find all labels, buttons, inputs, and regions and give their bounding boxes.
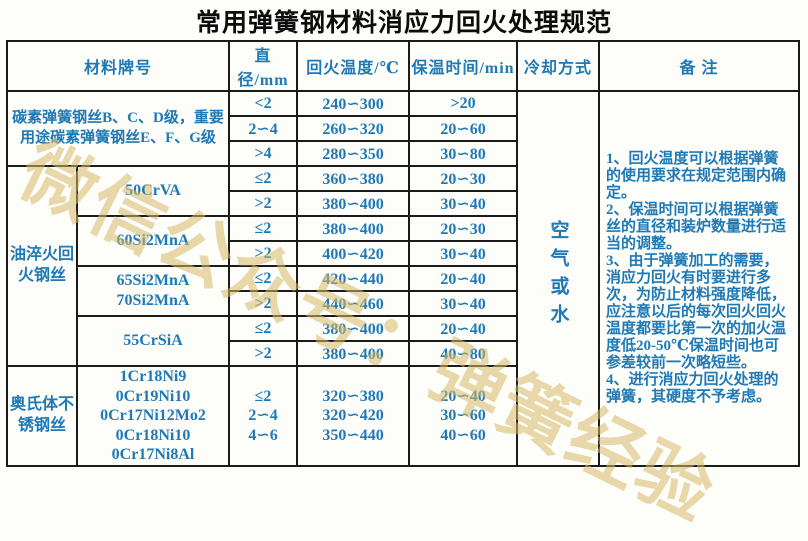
diameter-line: 2∽4: [248, 407, 278, 425]
table-row: 碳素弹簧钢丝B、C、D级，重要用途碳素弹簧钢丝E、F、G级 <2 240∽300…: [5, 90, 801, 467]
header-holding-time: 保温时间/min: [408, 40, 519, 92]
temperature-cell: 420∽440: [296, 265, 411, 292]
material-name-line: 1Cr18Ni9: [119, 368, 187, 385]
time-line: 30∽60: [440, 407, 486, 425]
diameter-line: 4∽6: [248, 426, 278, 444]
time-cell: 20∽60: [408, 115, 519, 142]
material-name-cell: 60Si2MnA: [75, 215, 231, 267]
material-name-line: 0Cr17Ni12Mo2: [100, 407, 206, 425]
diameter-line: ≤2: [254, 387, 272, 405]
temperature-cell: 440∽460: [296, 290, 411, 317]
temperature-cell: 380∽400: [296, 315, 411, 342]
table-row: >2 380∽400 30∽40: [7, 190, 799, 217]
remark-item-4: 4、进行消应力回火处理的弹簧，其硬度不予考虑。: [606, 371, 779, 405]
remarks-cell: 1、回火温度可以根据弹簧的使用要求在规定范围内确定。 2、保温时间可以根据弹簧丝…: [598, 90, 801, 467]
header-cooling: 冷却方式: [516, 40, 601, 92]
time-line: 40∽60: [440, 426, 486, 444]
time-cell: 30∽80: [408, 140, 519, 167]
temperature-cell: 240∽300: [296, 90, 411, 117]
diameter-cell: >2: [228, 340, 299, 367]
material-name-line: 55CrSiA: [123, 332, 183, 350]
material-group-oil-quenched: 油淬火回火钢丝: [6, 165, 78, 367]
cooling-method-cell: 空气或水: [516, 90, 601, 467]
remark-item-1: 1、回火温度可以根据弹簧的使用要求在规定范围内确定。: [606, 150, 787, 201]
material-name-cell: 1Cr18Ni9 0Cr19Ni10 0Cr17Ni12Mo2 0Cr18Ni1…: [75, 365, 231, 467]
table-row: >2 400∽420 30∽40: [7, 240, 799, 267]
table-row: 油淬火回火钢丝 50CrVA ≤2 360∽380 20∽30: [6, 165, 799, 367]
diameter-cell: ≤2: [228, 215, 299, 242]
material-name-line: 50CrVA: [125, 182, 181, 200]
time-cell: 20∽40: [408, 265, 519, 292]
temperature-line: 320∽420: [322, 407, 384, 425]
time-cell: 20∽30: [408, 215, 519, 242]
temperature-cell: 400∽420: [296, 240, 411, 267]
diameter-cell: ≤2: [228, 165, 299, 192]
diameter-cell: >4: [228, 140, 299, 167]
header-remarks: 备 注: [598, 40, 801, 92]
time-line: 20∽40: [440, 387, 486, 405]
tempering-spec-table: 材料牌号 直径/mm 回火温度/℃ 保温时间/min 冷却方式 备 注 碳素弹簧…: [5, 40, 801, 467]
diameter-cell: ≤2: [228, 265, 299, 292]
material-group-austenitic: 奥氏体不锈钢丝: [6, 365, 78, 467]
remark-item-2: 2、保温时间可以根据弹簧丝的直径和装炉数量进行适当的调整。: [606, 201, 787, 252]
diameter-cell: ≤2: [228, 315, 299, 342]
time-cell: >20: [408, 90, 519, 117]
temperature-cell: 360∽380: [296, 165, 411, 192]
material-group-carbon-steel: 碳素弹簧钢丝B、C、D级，重要用途碳素弹簧钢丝E、F、G级: [5, 90, 231, 167]
temperature-cell: 260∽320: [296, 115, 411, 142]
material-name-line: 70Si2MnA: [116, 292, 190, 309]
diameter-cell: 2∽4: [228, 115, 299, 142]
material-name-line: 0Cr17Ni8Al: [111, 446, 195, 464]
header-temperature: 回火温度/℃: [296, 40, 411, 92]
time-cell: 30∽40: [408, 190, 519, 217]
table-row: >4 280∽350 30∽80: [7, 140, 799, 167]
header-diameter: 直径/mm: [228, 40, 299, 92]
table-row: >2 380∽400 40∽80: [7, 340, 799, 367]
table-row: 2∽4 260∽320 20∽60: [7, 115, 799, 142]
temperature-cell: 380∽400: [296, 340, 411, 367]
temperature-line: 350∽440: [322, 426, 384, 444]
diameter-cell: >2: [228, 290, 299, 317]
time-cell: 30∽40: [408, 290, 519, 317]
material-name-line: 0Cr19Ni10: [115, 387, 191, 405]
temperature-cell: 320∽380 320∽420 350∽440: [296, 365, 411, 467]
table-row: 55CrSiA ≤2 380∽400 20∽40: [7, 315, 799, 367]
table-row: >2 440∽460 30∽40: [7, 290, 799, 317]
diameter-cell: <2: [228, 90, 299, 117]
header-row: 材料牌号 直径/mm 回火温度/℃ 保温时间/min 冷却方式 备 注: [5, 40, 801, 92]
remark-item-3: 3、由于弹簧加工的需要，消应力回火有时要进行多次，为防止材料强度降低，应注意以后…: [606, 252, 787, 371]
time-cell: 40∽80: [408, 340, 519, 367]
material-name-cell: 55CrSiA: [75, 315, 231, 367]
cooling-method-text: 空气或水: [547, 219, 569, 332]
table-row: 60Si2MnA ≤2 380∽400 20∽30: [7, 215, 799, 267]
diameter-cell: >2: [228, 190, 299, 217]
diameter-cell: ≤2 2∽4 4∽6: [228, 365, 299, 467]
page-title: 常用弹簧钢材料消应力回火处理规范: [195, 9, 612, 37]
material-name-line: 65Si2MnA: [116, 272, 190, 290]
material-name-line: 60Si2MnA: [116, 232, 190, 250]
time-cell: 20∽40 30∽60 40∽60: [408, 365, 519, 467]
time-cell: 20∽40: [408, 315, 519, 342]
header-material: 材料牌号: [5, 40, 231, 92]
temperature-cell: 380∽400: [296, 190, 411, 217]
temperature-line: 320∽380: [322, 387, 384, 405]
temperature-cell: 380∽400: [296, 215, 411, 242]
time-cell: 20∽30: [408, 165, 519, 192]
temperature-cell: 280∽350: [296, 140, 411, 167]
time-cell: 30∽40: [408, 240, 519, 267]
material-name-cell: 65Si2MnA 70Si2MnA: [75, 265, 231, 317]
diameter-cell: >2: [228, 240, 299, 267]
material-name-cell: 50CrVA: [75, 165, 231, 217]
material-name-line: 0Cr18Ni10: [115, 426, 191, 444]
table-row: 65Si2MnA 70Si2MnA ≤2 420∽440 20∽40: [7, 265, 799, 317]
